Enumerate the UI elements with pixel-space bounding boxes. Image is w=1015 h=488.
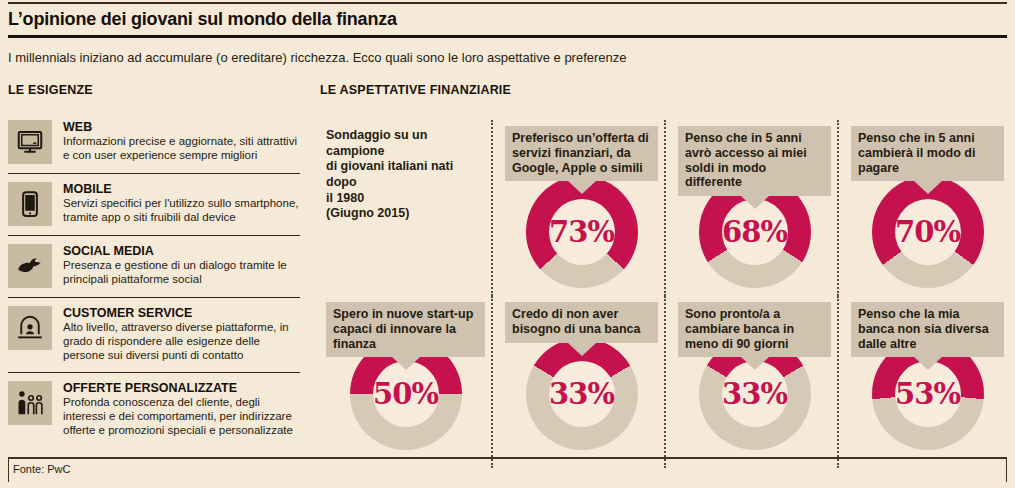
chart-cell-startups: Spero in nuove start-up capaci di innova… xyxy=(318,296,491,468)
question-bubble: Preferisco un’offerta di servizi finanzi… xyxy=(505,126,658,181)
need-item-mobile: MOBILE Servizi specifici per l'utilizzo … xyxy=(8,174,300,236)
page-title: L’opinione dei giovani sul mondo della f… xyxy=(8,9,397,30)
chart-cell-change-bank: Sono pronto/a a cambiare banca in meno d… xyxy=(664,296,837,468)
support-agent-icon xyxy=(8,306,52,350)
people-group-icon xyxy=(8,381,52,425)
question-bubble: Sono pronto/a a cambiare banca in meno d… xyxy=(678,302,831,357)
top-rule xyxy=(8,2,1007,4)
chart-cell-access-money: Penso che in 5 anni avrò accesso ai miei… xyxy=(664,120,837,296)
need-label: MOBILE xyxy=(63,182,300,196)
survey-note-cell: Sondaggio su un campione di giovani ital… xyxy=(318,120,491,296)
page-subtitle: I millennials iniziano ad accumulare (o … xyxy=(8,50,627,65)
needs-panel: WEB Informazioni precise e aggiornate, s… xyxy=(8,112,300,447)
chart-cell-bank-not-different: Penso che la mia banca non sia diversa d… xyxy=(837,296,1010,468)
need-item-customer-service: CUSTOMER SERVICE Alto livello, attravers… xyxy=(8,298,300,373)
survey-note: Sondaggio su un campione di giovani ital… xyxy=(326,126,485,222)
chart-cell-google-apple: Preferisco un’offerta di servizi finanzi… xyxy=(491,120,664,296)
expectations-heading: LE ASPETTATIVE FINANZIARIE xyxy=(320,83,511,97)
question-bubble: Credo di non aver bisogno di una banca xyxy=(505,302,658,343)
expectations-grid: Sondaggio su un campione di giovani ital… xyxy=(318,120,1010,468)
question-bubble: Penso che la mia banca non sia diversa d… xyxy=(851,302,1004,357)
source-label: Fonte: PwC xyxy=(9,459,1006,475)
need-label: OFFERTE PERSONALIZZATE xyxy=(63,381,300,395)
need-description: Alto livello, attraverso diverse piattaf… xyxy=(63,321,300,362)
question-bubble: Penso che in 5 anni avrò accesso ai miei… xyxy=(678,126,831,196)
monitor-icon xyxy=(8,120,52,164)
need-description: Presenza e gestione di un dialogo tramit… xyxy=(63,259,300,287)
question-bubble: Spero in nuove start-up capaci di innova… xyxy=(326,302,485,357)
need-label: SOCIAL MEDIA xyxy=(63,244,300,258)
needs-heading: LE ESIGENZE xyxy=(8,83,93,97)
infographic-page: L’opinione dei giovani sul mondo della f… xyxy=(0,0,1015,488)
need-description: Informazioni precise e aggiornate, siti … xyxy=(63,135,300,163)
need-label: WEB xyxy=(63,120,300,134)
need-item-social-media: SOCIAL MEDIA Presenza e gestione di un d… xyxy=(8,236,300,298)
need-item-web: WEB Informazioni precise e aggiornate, s… xyxy=(8,112,300,174)
bird-icon xyxy=(8,244,52,288)
need-item-personalized-offers: OFFERTE PERSONALIZZATE Profonda conoscen… xyxy=(8,373,300,447)
chart-cell-way-of-paying: Penso che in 5 anni cambierà il modo di … xyxy=(837,120,1010,296)
chart-cell-no-bank-needed: Credo di non aver bisogno di una banca 3… xyxy=(491,296,664,468)
title-rule xyxy=(8,35,1007,38)
question-bubble: Penso che in 5 anni cambierà il modo di … xyxy=(851,126,1004,181)
source-strip: Fonte: PwC xyxy=(8,457,1007,482)
smartphone-icon xyxy=(8,182,52,226)
need-label: CUSTOMER SERVICE xyxy=(63,306,300,320)
need-description: Servizi specifici per l'utilizzo sullo s… xyxy=(63,197,300,225)
need-description: Profonda conoscenza del cliente, degli i… xyxy=(63,396,300,437)
